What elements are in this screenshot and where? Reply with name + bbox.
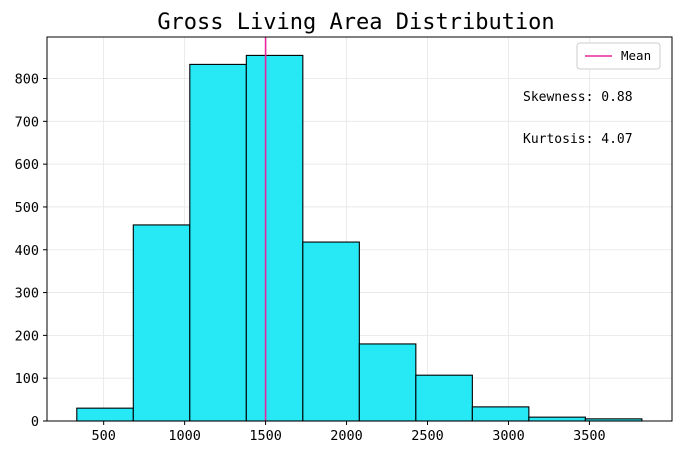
y-tick-label: 100 xyxy=(15,371,39,387)
x-tick-label: 2000 xyxy=(330,428,363,444)
y-axis-ticks: 0 100 200 300 400 500 600 700 800 xyxy=(15,72,47,430)
legend-box xyxy=(576,42,661,70)
x-tick-label: 1500 xyxy=(249,428,282,444)
histogram-bar xyxy=(132,224,191,422)
y-tick-label: 400 xyxy=(15,243,39,259)
y-tick-label: 300 xyxy=(15,286,39,302)
histogram-bar xyxy=(358,343,417,422)
y-tick-label: 200 xyxy=(15,328,39,344)
histogram-bar xyxy=(189,63,247,422)
histogram-bar xyxy=(245,54,304,422)
x-tick-label: 1000 xyxy=(168,428,201,444)
legend-mean-label: Mean xyxy=(621,48,651,63)
legend: Mean xyxy=(576,42,661,70)
kurtosis-annotation: Kurtosis: 4.07 xyxy=(523,132,633,147)
histogram-bar xyxy=(528,416,586,422)
chart-title: Gross Living Area Distribution xyxy=(157,10,554,35)
y-tick-label: 700 xyxy=(15,114,39,130)
x-tick-label: 2500 xyxy=(411,428,444,444)
histogram-bar xyxy=(76,407,134,422)
histogram-bar xyxy=(471,406,530,422)
histogram-bar xyxy=(302,241,360,422)
skewness-annotation: Skewness: 0.88 xyxy=(523,90,633,105)
x-tick-label: 500 xyxy=(91,428,115,444)
x-tick-label: 3500 xyxy=(573,428,606,444)
x-axis-ticks: 500 1000 1500 2000 2500 3000 3500 xyxy=(91,421,606,444)
y-tick-label: 500 xyxy=(15,200,39,216)
histogram-bar xyxy=(415,374,473,422)
y-tick-label: 800 xyxy=(15,72,39,88)
y-tick-label: 0 xyxy=(31,414,39,430)
x-tick-label: 3000 xyxy=(492,428,525,444)
plot-frame xyxy=(46,36,673,422)
bars xyxy=(76,54,643,422)
y-tick-label: 600 xyxy=(15,157,39,173)
